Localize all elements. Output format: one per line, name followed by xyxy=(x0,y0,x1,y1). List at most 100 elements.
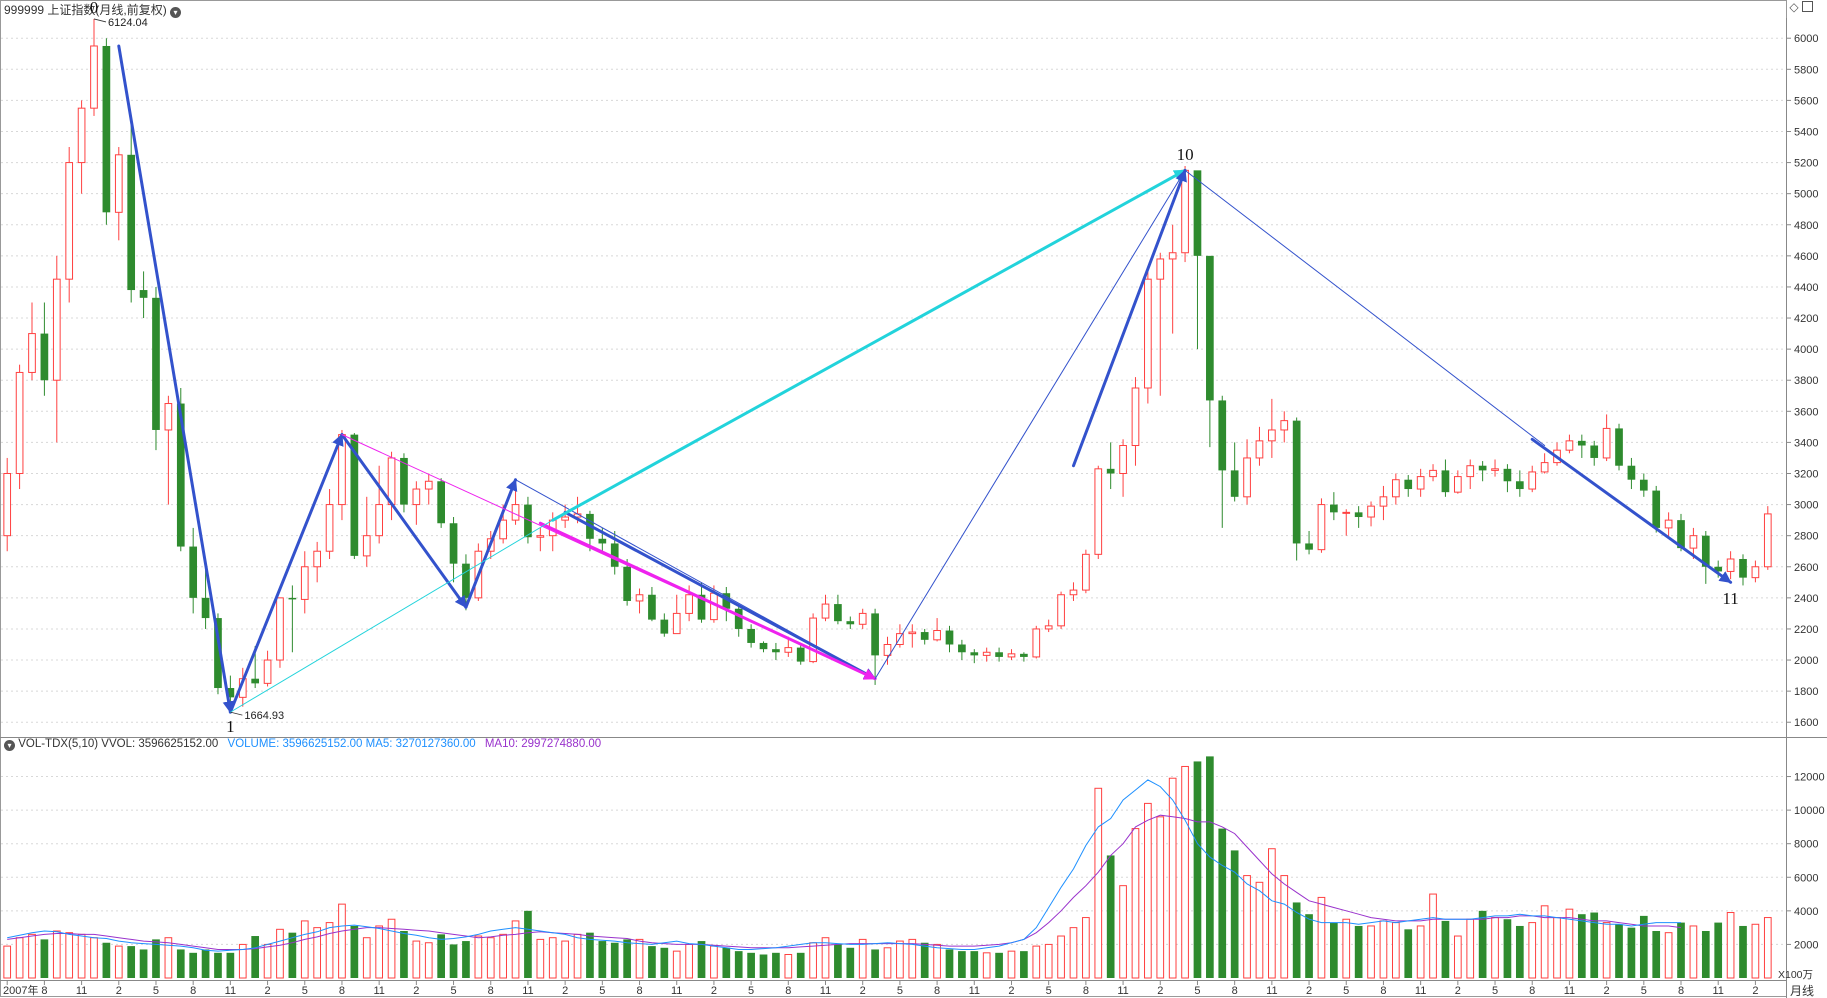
volume-bar xyxy=(1305,914,1313,978)
candle-body xyxy=(1330,504,1338,513)
candle-body xyxy=(176,403,185,547)
volume-bar xyxy=(920,942,929,978)
candle-body xyxy=(1404,479,1413,490)
extreme-price-label: 1664.93 xyxy=(244,710,284,722)
candle-body xyxy=(65,162,74,280)
volume-bar xyxy=(338,903,346,979)
volume-bar xyxy=(809,942,817,979)
time-tick-label: 2 xyxy=(1008,985,1014,997)
candle-body xyxy=(784,647,793,653)
wave-label: 0 xyxy=(90,0,99,17)
chart-title: 999999 上证指数(月线,前复权) ▾ xyxy=(4,1,182,18)
candle-body xyxy=(214,618,222,689)
volume-bar xyxy=(685,943,693,979)
volume-bar xyxy=(189,952,198,978)
candle-body xyxy=(1689,535,1698,549)
time-tick-label: 8 xyxy=(488,985,494,997)
candle-body xyxy=(1119,445,1127,474)
ma5-value: MA5: 3270127360.00 xyxy=(365,738,476,750)
time-tick-label: 2 xyxy=(860,985,866,997)
volume-bar xyxy=(1540,905,1549,979)
candle-body xyxy=(288,597,297,600)
time-tick-label: 5 xyxy=(450,985,456,997)
candle-body xyxy=(77,107,86,164)
price-label-leader xyxy=(230,711,243,716)
volume-bar xyxy=(784,953,793,979)
volume-bar xyxy=(1206,756,1214,978)
volume-bar xyxy=(1193,761,1202,978)
volume-bar xyxy=(1441,920,1450,978)
volume-bar xyxy=(77,933,86,979)
candle-body xyxy=(1528,471,1537,490)
volume-bar xyxy=(164,937,173,979)
volume-bar xyxy=(474,935,483,979)
candle-body xyxy=(3,472,12,537)
candle-body xyxy=(139,290,148,298)
time-tick-label: 11 xyxy=(1415,985,1426,997)
candle-body xyxy=(164,403,173,431)
candle-body xyxy=(660,619,669,634)
price-tick-label: 4600 xyxy=(1794,251,1818,263)
volume-bar xyxy=(995,952,1003,978)
price-tick-label: 3600 xyxy=(1794,406,1818,418)
time-tick-label: 5 xyxy=(302,985,308,997)
time-tick-label: 2007年 xyxy=(3,983,38,997)
price-tick-label: 4800 xyxy=(1794,220,1818,232)
candle-body xyxy=(722,593,731,609)
volume-indicator-icon[interactable]: ▾ xyxy=(4,740,15,751)
candle-body xyxy=(152,297,160,430)
volume-bar xyxy=(1553,917,1561,979)
wave-line xyxy=(551,168,1187,522)
volume-bar xyxy=(1069,927,1078,979)
volume-bar xyxy=(945,949,954,978)
volume-bar xyxy=(1639,915,1648,978)
time-tick-label: 8 xyxy=(1529,985,1535,997)
candle-body xyxy=(734,608,743,629)
candle-body xyxy=(1664,519,1673,529)
candle-body xyxy=(325,504,334,552)
time-tick-label: 11 xyxy=(1117,985,1128,997)
time-tick-label: 8 xyxy=(636,985,642,997)
volume-bar xyxy=(313,927,322,979)
volume-bar xyxy=(1032,945,1041,979)
time-tick-label: 5 xyxy=(1492,985,1498,997)
time-tick-label: 2 xyxy=(116,985,122,997)
volume-bar xyxy=(1342,918,1351,979)
volume-bar xyxy=(1491,917,1499,979)
window-icon[interactable] xyxy=(1802,1,1813,12)
candle-body xyxy=(40,333,49,381)
volume-bar xyxy=(424,942,433,979)
candle-body xyxy=(1218,400,1227,471)
volume-bar xyxy=(238,943,247,979)
diamond-icon[interactable]: ◇ xyxy=(1789,0,1799,14)
volume-bar xyxy=(226,952,235,978)
price-tick-label: 5200 xyxy=(1794,158,1818,170)
volume-bar xyxy=(871,949,879,978)
volume-bar xyxy=(499,933,507,979)
volume-bar xyxy=(648,946,656,978)
time-tick-label: 5 xyxy=(1046,985,1052,997)
volume-bar xyxy=(263,943,272,979)
volume-tick-label: 8000 xyxy=(1794,839,1818,851)
title-dropdown-icon[interactable]: ▾ xyxy=(170,7,182,18)
time-tick-label: 8 xyxy=(1083,985,1089,997)
volume-bar xyxy=(772,952,780,978)
volume-bar xyxy=(1379,920,1388,979)
time-tick-label: 11 xyxy=(225,985,236,997)
candle-body xyxy=(449,523,458,564)
candle-body xyxy=(896,633,904,645)
time-tick-label: 8 xyxy=(1232,985,1238,997)
volume-bar xyxy=(350,925,359,978)
candle-body xyxy=(883,643,892,656)
volume-header: ▾ VOL-TDX(5,10) VVOL: 3596625152.00 VOLU… xyxy=(4,738,601,751)
time-tick-label: 2 xyxy=(413,985,419,997)
chart-frame xyxy=(0,0,1787,997)
volume-bar xyxy=(1577,914,1586,978)
volume-bar xyxy=(1602,922,1611,979)
volume-bar xyxy=(1292,902,1301,978)
volume-bar xyxy=(1044,943,1053,979)
candle-body xyxy=(251,678,260,684)
candle-body xyxy=(1020,653,1028,657)
volume-bar xyxy=(610,942,619,978)
